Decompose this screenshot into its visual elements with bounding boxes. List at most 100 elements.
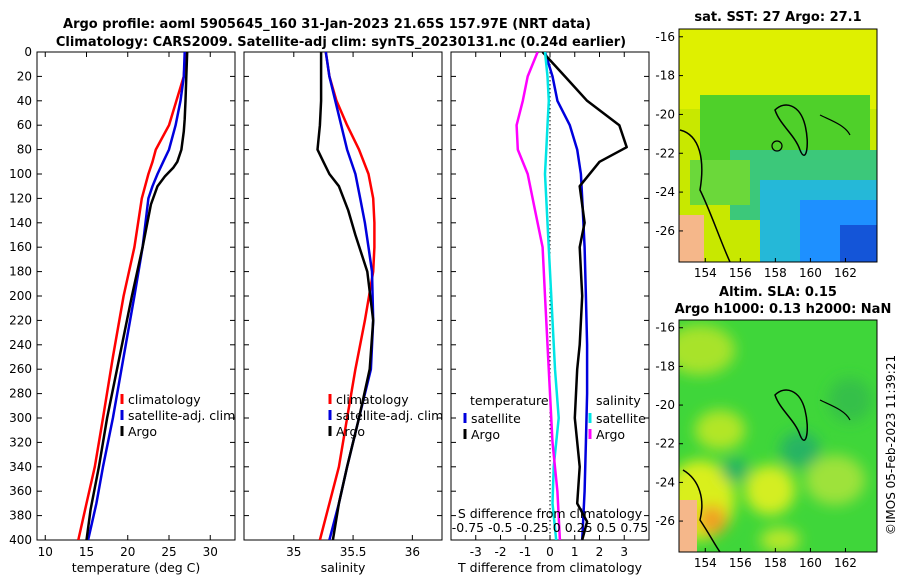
map-x-tick-label: 162 (834, 266, 857, 280)
legend-entry: climatology (336, 392, 409, 407)
y-tick-label: 400 (9, 533, 32, 547)
series-line-climatology (77, 52, 187, 540)
panel-temperature: 10 15 20 25 30020406080100120140160180200220… (9, 45, 236, 575)
series-line-argo (316, 52, 375, 540)
x-tick-label: 1 (571, 545, 579, 559)
legend-entry: satellite (596, 411, 646, 426)
map-x-tick-label: 158 (764, 556, 787, 570)
y-tick-label: 280 (9, 387, 32, 401)
series-group-salinity (316, 52, 376, 540)
sst-map-axes: 154 156 158 160 162 -16 -18 -20 -22 -24 -26 (655, 30, 857, 280)
y-tick-label: 140 (9, 216, 32, 230)
legend-entry: Argo (596, 427, 625, 442)
x-axis-label-salinity: salinity (321, 560, 366, 575)
x-tick-label: 0 (546, 545, 554, 559)
y-tick-label: 320 (9, 435, 32, 449)
legend-entry: satellite-adj. clim (336, 408, 443, 423)
map-y-tick-label: -22 (655, 437, 675, 451)
x-axis-label-temperature: temperature (deg C) (72, 560, 201, 575)
map-x-tick-label: 158 (764, 266, 787, 280)
panel-salinity: 35 35.5 36 salinity climatologysatellite-adj… (243, 51, 443, 575)
x-tick-label: 35.5 (340, 545, 367, 559)
y-tick-label: 40 (17, 94, 32, 108)
title-line-2: Climatology: CARS2009. Satellite-adj cli… (56, 35, 626, 50)
legend-entry: satellite-adj. clim (128, 408, 235, 423)
series-line-climatology (318, 52, 376, 540)
y-tick-label: 220 (9, 313, 32, 327)
map-y-tick-label: -26 (655, 514, 675, 528)
map-x-tick-label: 156 (729, 266, 752, 280)
series-line-temperature-argo (541, 52, 628, 540)
x-tick-label: 10 (38, 545, 53, 559)
x-tick-label: -3 (470, 545, 482, 559)
panel-difference: -3 -2 -1 0 1 2 3T difference from climatology t… (450, 51, 650, 575)
legend-entry: satellite (471, 411, 521, 426)
map-y-tick-label: -24 (655, 185, 675, 199)
timestamp-stamp: ©IMOS 05-Feb-2023 11:39:21 (884, 355, 898, 535)
y-tick-label: 260 (9, 362, 32, 376)
y-tick-label: 120 (9, 191, 32, 205)
legend-title-salinity: salinity (596, 393, 641, 408)
map-y-tick-label: -20 (655, 107, 675, 121)
s-difference-ticks: -0.75 -0.5 -0.25 0 0.25 0.5 0.75 (452, 520, 648, 535)
map-x-tick-label: 156 (729, 556, 752, 570)
x-tick-label: 3 (620, 545, 628, 559)
map-y-tick-label: -24 (655, 475, 675, 489)
map-y-tick-label: -26 (655, 224, 675, 238)
legend-entry: climatology (128, 392, 201, 407)
sst-map (679, 29, 877, 262)
map-y-tick-label: -18 (655, 69, 675, 83)
plot-frame-salinity (243, 51, 443, 541)
sst-map-title: sat. SST: 27 Argo: 27.1 (694, 10, 861, 25)
map-y-tick-label: -16 (655, 30, 675, 44)
series-line-temperature-satellite (543, 52, 589, 540)
series-line-salinity-argo (515, 52, 562, 540)
legend-entry: Argo (336, 424, 365, 439)
y-tick-label: 340 (9, 460, 32, 474)
series-group-difference (515, 52, 628, 540)
map-y-tick-label: -18 (655, 359, 675, 373)
y-tick-label: 380 (9, 509, 32, 523)
y-tick-label: 300 (9, 411, 32, 425)
y-tick-label: 60 (17, 118, 32, 132)
map-x-tick-label: 154 (694, 556, 717, 570)
profile-panels: 10 15 20 25 30020406080100120140160180200220… (9, 45, 650, 575)
map-y-tick-label: -20 (655, 398, 675, 412)
x-tick-label: 36 (405, 545, 420, 559)
x-axis-label-difference: T difference from climatology (457, 560, 643, 575)
y-tick-label: 0 (24, 45, 32, 59)
y-tick-label: 200 (9, 289, 32, 303)
x-tick-label: -1 (519, 545, 531, 559)
map-x-tick-label: 160 (799, 556, 822, 570)
legend-entry: Argo (128, 424, 157, 439)
x-tick-label: 25 (161, 545, 176, 559)
sla-map-title-1: Altim. SLA: 0.15 (719, 285, 837, 300)
y-tick-label: 100 (9, 167, 32, 181)
legend-title-temperature: temperature (470, 393, 549, 408)
series-line-argo (85, 52, 189, 540)
title-line-1: Argo profile: aoml 5905645_160 31-Jan-20… (63, 17, 591, 32)
x-tick-label: -2 (495, 545, 507, 559)
x-tick-label: 20 (120, 545, 135, 559)
map-x-tick-label: 160 (799, 266, 822, 280)
y-tick-label: 20 (17, 69, 32, 83)
map-x-tick-label: 154 (694, 266, 717, 280)
sla-map (679, 320, 877, 552)
x-tick-label: 2 (596, 545, 604, 559)
y-tick-label: 360 (9, 484, 32, 498)
series-group-temperature (77, 52, 189, 540)
x-tick-label: 15 (79, 545, 94, 559)
s-difference-label: S difference from climatology (458, 506, 643, 521)
legend-entry: Argo (471, 427, 500, 442)
y-tick-label: 180 (9, 265, 32, 279)
map-y-tick-label: -16 (655, 321, 675, 335)
map-x-tick-label: 162 (834, 556, 857, 570)
y-tick-label: 240 (9, 338, 32, 352)
y-tick-label: 160 (9, 240, 32, 254)
series-line-satellite-adj-clim (86, 52, 186, 540)
sla-map-axes: 154 156 158 160 162 -16 -18 -20 -22 -24 -26 (655, 321, 857, 570)
map-y-tick-label: -22 (655, 146, 675, 160)
x-tick-label: 30 (203, 545, 218, 559)
sla-map-title-2: Argo h1000: 0.13 h2000: NaN (675, 302, 892, 317)
x-tick-label: 35 (286, 545, 301, 559)
